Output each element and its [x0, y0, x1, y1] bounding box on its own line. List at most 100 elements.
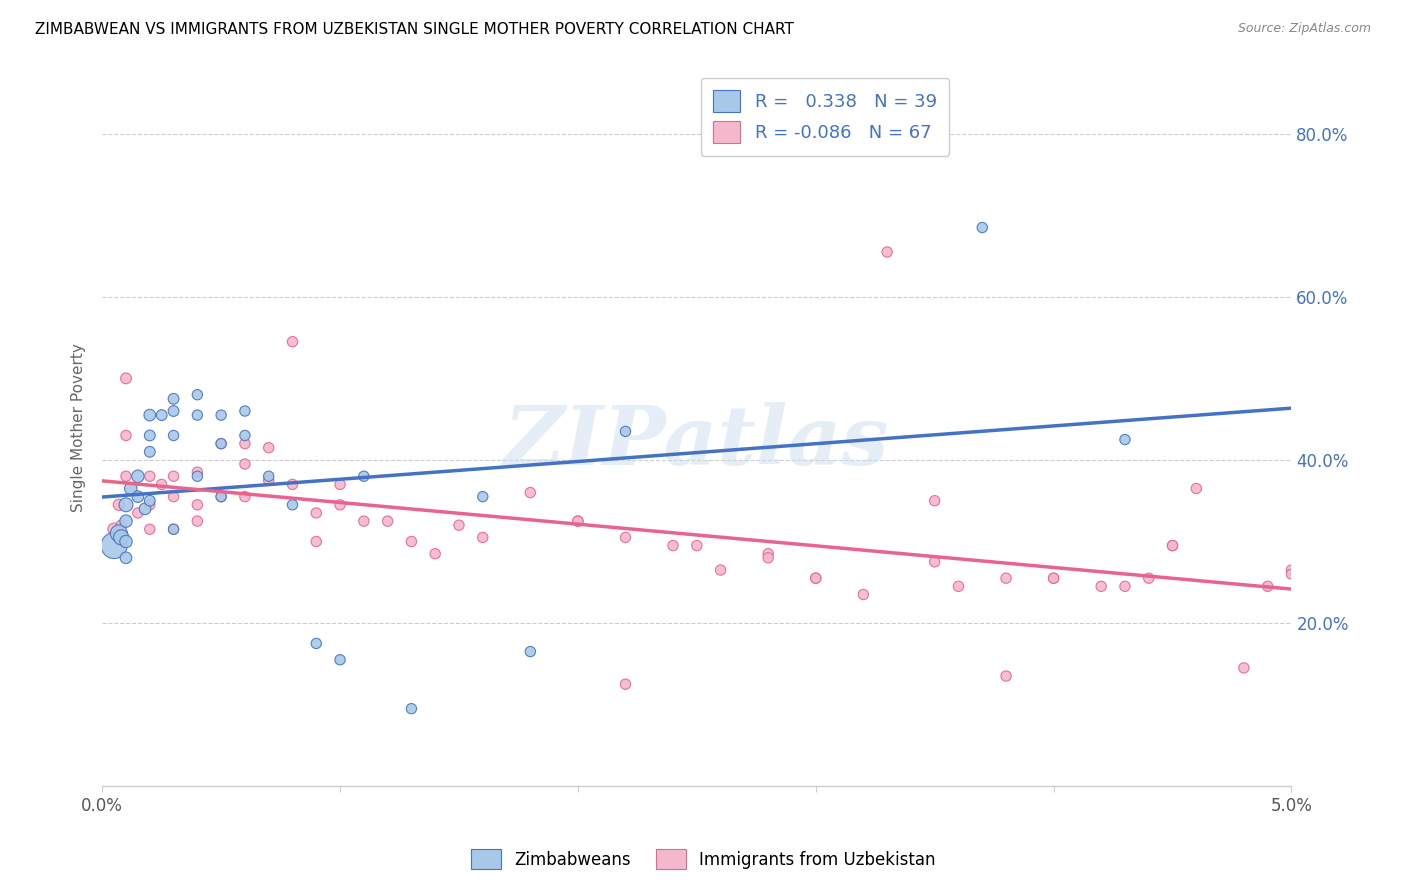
Point [209, 436, 232, 450]
Point [108, 498, 131, 512]
Point [686, 539, 709, 553]
Point [756, 547, 779, 561]
Point [186, 388, 208, 402]
Legend: R =   0.338   N = 39, R = -0.086   N = 67: R = 0.338 N = 39, R = -0.086 N = 67 [700, 78, 949, 156]
Point [353, 469, 375, 483]
Point [876, 245, 898, 260]
Point [614, 677, 637, 691]
Point [139, 408, 162, 422]
Text: ZIMBABWEAN VS IMMIGRANTS FROM UZBEKISTAN SINGLE MOTHER POVERTY CORRELATION CHART: ZIMBABWEAN VS IMMIGRANTS FROM UZBEKISTAN… [35, 22, 794, 37]
Point [115, 498, 138, 512]
Point [305, 636, 328, 650]
Point [209, 490, 232, 504]
Point [162, 404, 184, 418]
Point [115, 550, 138, 565]
Point [110, 530, 132, 544]
Point [103, 522, 125, 536]
Point [127, 469, 149, 483]
Point [1281, 563, 1303, 577]
Point [329, 653, 352, 667]
Point [162, 522, 184, 536]
Point [471, 530, 494, 544]
Point [353, 514, 375, 528]
Point [1137, 571, 1160, 585]
Point [447, 518, 470, 533]
Point [139, 493, 162, 508]
Point [519, 485, 541, 500]
Point [972, 220, 994, 235]
Point [377, 514, 399, 528]
Point [281, 334, 304, 349]
Point [209, 408, 232, 422]
Point [305, 534, 328, 549]
Point [1090, 579, 1112, 593]
Point [1114, 433, 1136, 447]
Point [948, 579, 970, 593]
Point [139, 469, 162, 483]
Point [425, 547, 447, 561]
Point [662, 539, 685, 553]
Point [257, 473, 280, 487]
Point [120, 482, 142, 496]
Point [110, 518, 132, 533]
Point [108, 526, 131, 541]
Point [924, 555, 946, 569]
Point [139, 428, 162, 442]
Point [804, 571, 827, 585]
Point [233, 436, 256, 450]
Point [150, 477, 173, 491]
Point [257, 469, 280, 483]
Point [139, 498, 162, 512]
Point [305, 506, 328, 520]
Point [186, 465, 208, 479]
Text: Source: ZipAtlas.com: Source: ZipAtlas.com [1237, 22, 1371, 36]
Point [162, 428, 184, 442]
Point [115, 469, 138, 483]
Point [162, 522, 184, 536]
Point [139, 522, 162, 536]
Point [567, 514, 589, 528]
Point [614, 425, 637, 439]
Point [186, 408, 208, 422]
Point [209, 436, 232, 450]
Point [233, 404, 256, 418]
Point [329, 477, 352, 491]
Point [115, 371, 138, 385]
Point [139, 444, 162, 458]
Point [329, 498, 352, 512]
Point [1233, 661, 1256, 675]
Point [186, 498, 208, 512]
Point [186, 514, 208, 528]
Point [186, 469, 208, 483]
Point [281, 498, 304, 512]
Point [1042, 571, 1064, 585]
Point [233, 428, 256, 442]
Point [115, 428, 138, 442]
Point [233, 457, 256, 471]
Point [209, 490, 232, 504]
Point [567, 514, 589, 528]
Point [1042, 571, 1064, 585]
Point [257, 441, 280, 455]
Point [995, 571, 1018, 585]
Point [519, 644, 541, 658]
Point [756, 550, 779, 565]
Point [103, 539, 125, 553]
Point [281, 477, 304, 491]
Point [1185, 482, 1208, 496]
Point [115, 514, 138, 528]
Point [1161, 539, 1184, 553]
Point [614, 530, 637, 544]
Point [134, 501, 156, 516]
Point [162, 469, 184, 483]
Point [1281, 567, 1303, 582]
Point [233, 490, 256, 504]
Point [710, 563, 733, 577]
Legend: Zimbabweans, Immigrants from Uzbekistan: Zimbabweans, Immigrants from Uzbekistan [461, 838, 945, 880]
Point [804, 571, 827, 585]
Point [127, 506, 149, 520]
Point [150, 408, 173, 422]
Point [1114, 579, 1136, 593]
Point [162, 490, 184, 504]
Point [471, 490, 494, 504]
